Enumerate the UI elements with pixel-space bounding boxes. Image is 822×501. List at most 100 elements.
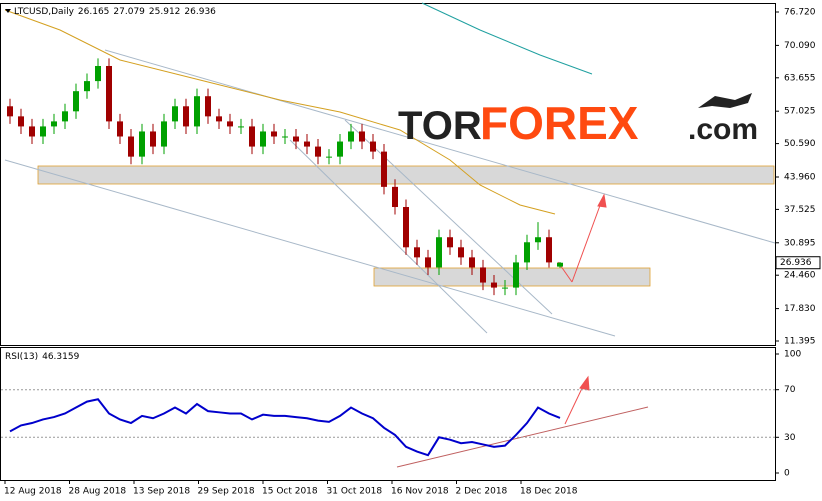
forecast-arrows bbox=[396, 193, 649, 468]
y-tick-label: 50.590 bbox=[784, 139, 816, 149]
candle-body bbox=[359, 131, 365, 142]
logo-part: .com bbox=[688, 113, 758, 146]
candle-body bbox=[106, 65, 112, 122]
y-tick-label: 76.720 bbox=[784, 8, 816, 18]
candle-body bbox=[7, 106, 13, 117]
candle-body bbox=[73, 91, 79, 112]
ohlc: 26.936 bbox=[184, 7, 216, 17]
moving-average bbox=[421, 2, 593, 75]
ohlc: 27.079 bbox=[113, 7, 145, 17]
ohlc: 25.912 bbox=[149, 7, 181, 17]
ohlc: 26.165 bbox=[78, 7, 110, 17]
logo-part: TOR bbox=[398, 104, 482, 148]
candle-body bbox=[337, 141, 343, 157]
y-tick-label: 24.460 bbox=[784, 271, 816, 281]
x-tick-label: 28 Aug 2018 bbox=[69, 487, 127, 497]
y-tick-label: 57.025 bbox=[784, 107, 816, 117]
candle-body bbox=[29, 126, 35, 137]
candle-body bbox=[392, 186, 398, 208]
candle-body bbox=[18, 116, 24, 127]
candle-body bbox=[458, 247, 464, 258]
y-tick-label: 0 bbox=[784, 469, 790, 479]
x-tick-label: 12 Aug 2018 bbox=[4, 487, 62, 497]
candle-body bbox=[557, 262, 563, 267]
logo-icon bbox=[698, 93, 752, 108]
title: LTCUSD,Daily bbox=[14, 7, 75, 17]
y-tick-label: 37.525 bbox=[784, 205, 816, 215]
y-tick-label: 17.830 bbox=[784, 304, 816, 314]
candle-body bbox=[524, 242, 530, 263]
y-tick-label: 63.655 bbox=[784, 73, 816, 83]
candle-body bbox=[513, 262, 519, 288]
y-tick-label: 70.090 bbox=[784, 41, 816, 51]
y-tick-label: 30.895 bbox=[784, 238, 816, 248]
y-tick-label: 11.395 bbox=[784, 337, 816, 347]
candle-body bbox=[414, 247, 420, 258]
candle-body bbox=[84, 81, 90, 92]
candle-body bbox=[117, 121, 123, 137]
candle-body bbox=[40, 126, 46, 137]
main-frame bbox=[0, 3, 776, 346]
y-tick-label: 100 bbox=[784, 350, 801, 360]
x-tick-label: 31 Oct 2018 bbox=[327, 487, 383, 497]
candle-body bbox=[183, 106, 189, 127]
candle-body bbox=[293, 136, 299, 142]
y-tick-label: 70 bbox=[784, 385, 796, 395]
y-tick-label: 30 bbox=[784, 433, 796, 443]
price-label: 26.936 bbox=[780, 258, 812, 268]
resistance-zone bbox=[37, 165, 775, 185]
candle-body bbox=[370, 141, 376, 152]
candle-body bbox=[51, 121, 57, 127]
candle-body bbox=[139, 131, 145, 157]
x-tick-label: 18 Dec 2018 bbox=[520, 487, 578, 497]
candle-body bbox=[95, 65, 101, 82]
candle-body bbox=[238, 126, 244, 128]
candle-body bbox=[282, 136, 288, 138]
rsi-line bbox=[9, 398, 561, 457]
candle-body bbox=[348, 131, 354, 142]
candle-body bbox=[172, 106, 178, 122]
price-label-box bbox=[775, 256, 821, 270]
candle-body bbox=[425, 257, 431, 268]
x-tick-label: 13 Sep 2018 bbox=[133, 487, 190, 497]
candle-body bbox=[315, 146, 321, 157]
candle-body bbox=[381, 151, 387, 187]
candle-body bbox=[249, 126, 255, 147]
candle-body bbox=[271, 131, 277, 137]
candle-body bbox=[447, 237, 453, 248]
candle-body bbox=[502, 287, 508, 289]
x-tick-label: 16 Nov 2018 bbox=[391, 487, 449, 497]
candle-body bbox=[194, 96, 200, 127]
candle-body bbox=[205, 96, 211, 117]
candle-body bbox=[436, 237, 442, 268]
candle-body bbox=[260, 131, 266, 147]
candle-body bbox=[480, 267, 486, 283]
candle-body bbox=[326, 156, 332, 158]
candle-body bbox=[491, 282, 497, 288]
candle-body bbox=[469, 257, 475, 268]
candle-body bbox=[128, 136, 134, 157]
candle-body bbox=[403, 207, 409, 248]
x-tick-label: 15 Oct 2018 bbox=[262, 487, 318, 497]
candle-body bbox=[304, 141, 310, 147]
chart-title: LTCUSD,Daily 26.165 27.079 25.912 26.936 bbox=[14, 7, 216, 17]
x-tick-label: 29 Sep 2018 bbox=[198, 487, 255, 497]
rsi-value: 46.3159 bbox=[42, 352, 79, 362]
logo-part: FOREX bbox=[480, 97, 639, 149]
candle-body bbox=[161, 121, 167, 147]
candle-body bbox=[535, 237, 541, 243]
x-tick-label: 2 Dec 2018 bbox=[456, 487, 508, 497]
rsi-title: RSI(13) 46.3159 bbox=[5, 352, 80, 362]
candle-body bbox=[546, 237, 552, 263]
moving-average bbox=[4, 9, 556, 215]
marker bbox=[5, 9, 11, 13]
title: RSI(13) bbox=[5, 352, 38, 362]
rsi-frame bbox=[0, 347, 776, 481]
candle-body bbox=[62, 111, 68, 122]
trend-lines bbox=[4, 49, 776, 337]
candle-body bbox=[227, 121, 233, 127]
y-tick-label: 43.960 bbox=[784, 172, 816, 182]
candle-body bbox=[150, 131, 156, 147]
